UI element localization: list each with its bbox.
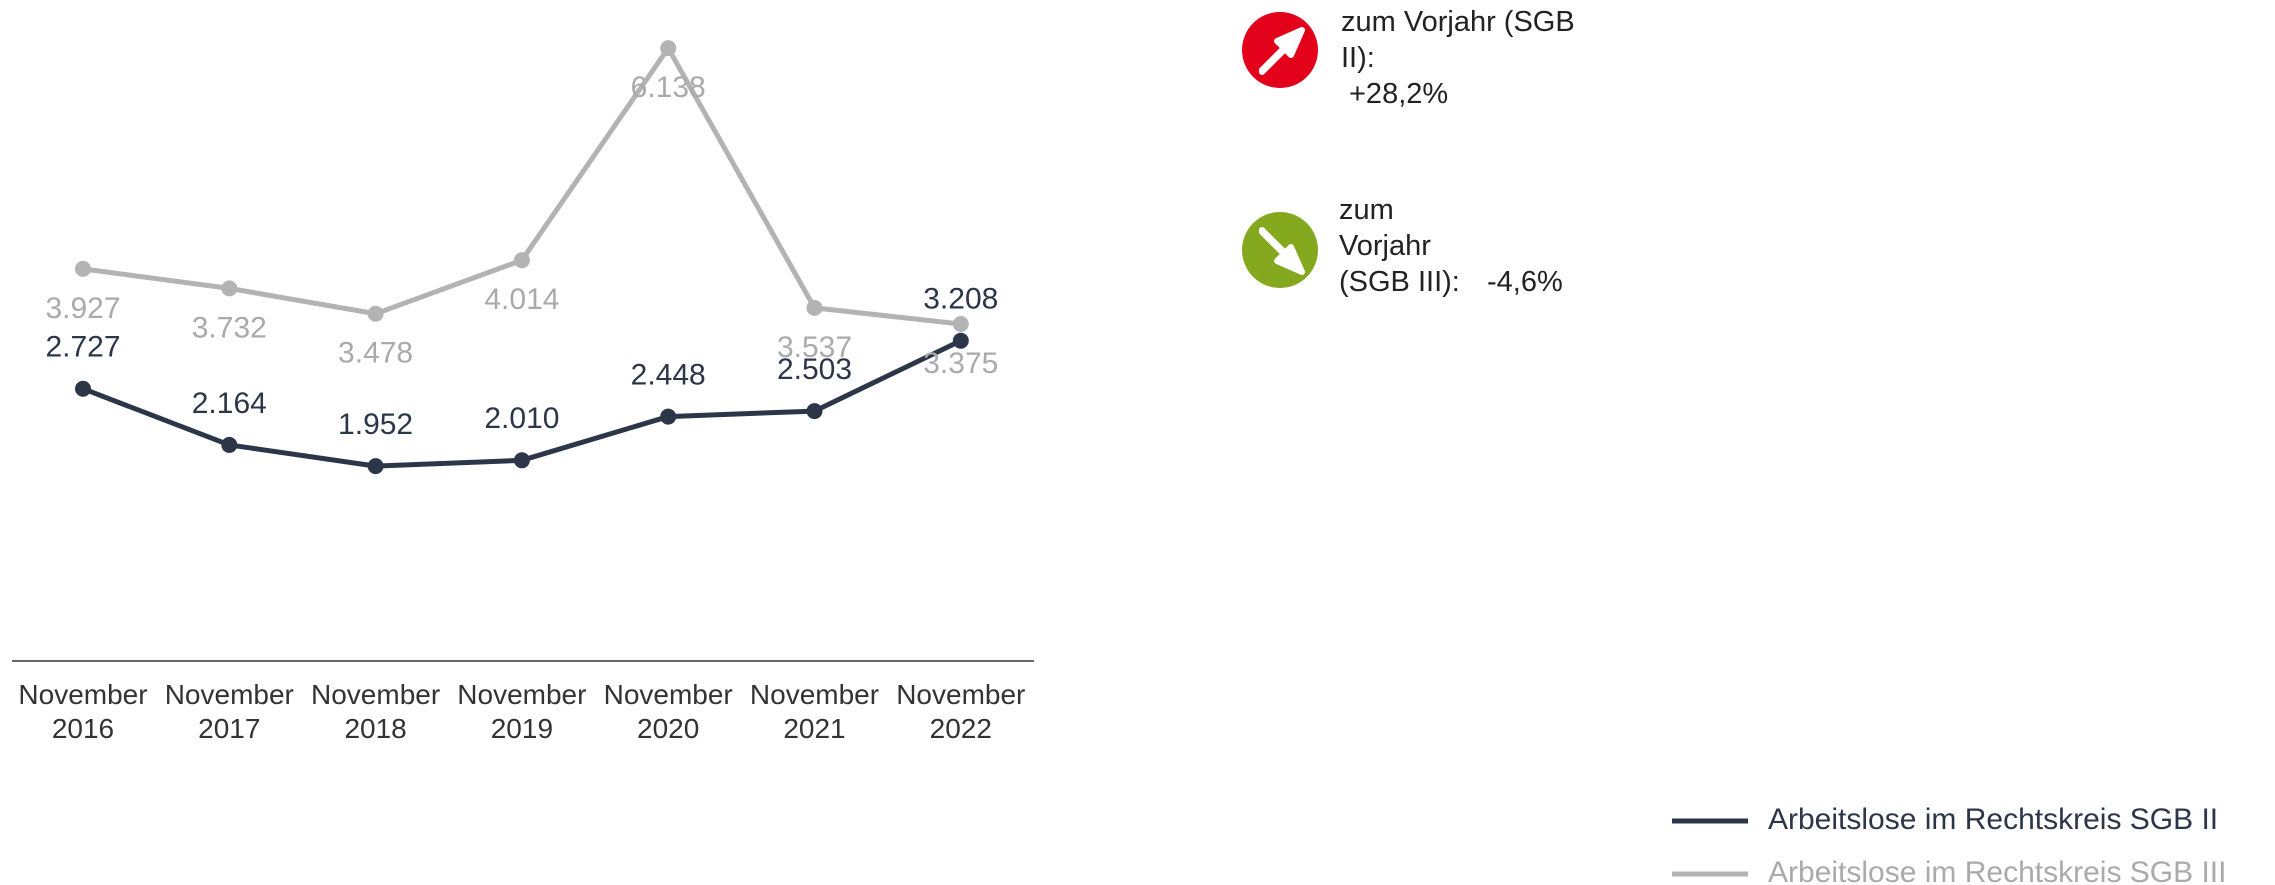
data-label: 2.727 bbox=[45, 331, 120, 364]
point bbox=[513, 252, 530, 269]
x-tick-label: November 2019 bbox=[457, 679, 587, 744]
data-label: 3.732 bbox=[192, 311, 267, 344]
x-tick-label: November 2016 bbox=[18, 679, 148, 744]
x-tick-label: November 2021 bbox=[749, 679, 880, 744]
point bbox=[806, 299, 823, 316]
annotation-label: zum Vorjahr (SGB II): bbox=[1341, 6, 1575, 74]
icon-up bbox=[1242, 12, 1318, 88]
data-label: 3.478 bbox=[338, 337, 413, 370]
point bbox=[221, 436, 238, 453]
data-label: 3.375 bbox=[923, 347, 998, 380]
legend-label: Arbeitslose im Rechtskreis SGB III bbox=[1768, 856, 2226, 885]
point bbox=[806, 403, 823, 420]
data-label: 2.164 bbox=[192, 387, 267, 420]
data-label: 2.010 bbox=[484, 402, 559, 435]
data-label: 2.448 bbox=[631, 358, 706, 391]
annotation-label: zum Vorjahr (SGB III): bbox=[1339, 194, 1460, 298]
icon-down bbox=[1242, 212, 1318, 288]
point bbox=[660, 408, 677, 425]
data-label: 2.503 bbox=[777, 353, 852, 386]
data-label: 4.014 bbox=[484, 283, 559, 316]
annotation-value: +28,2% bbox=[1349, 78, 1449, 110]
x-tick-label: November 2018 bbox=[311, 679, 441, 744]
x-tick-label: November 2017 bbox=[164, 679, 294, 744]
data-label: 6.138 bbox=[631, 71, 706, 104]
data-label: 3.537 bbox=[777, 331, 852, 364]
data-label: 3.927 bbox=[45, 292, 120, 325]
point bbox=[75, 260, 91, 277]
point bbox=[660, 40, 677, 57]
point bbox=[513, 452, 530, 469]
legend-label: Arbeitslose im Rechtskreis SGB II bbox=[1768, 803, 2218, 836]
point bbox=[75, 380, 91, 397]
annotation-value: -4,6% bbox=[1487, 266, 1563, 298]
annotation: zum Vorjahr (SGB III): -4,6% bbox=[1339, 192, 1639, 300]
x-tick-label: November 2022 bbox=[896, 679, 1026, 744]
point bbox=[367, 305, 384, 322]
data-label: 1.952 bbox=[338, 408, 413, 441]
point bbox=[221, 280, 238, 297]
point bbox=[952, 332, 969, 349]
data-label: 3.208 bbox=[923, 283, 998, 316]
x-tick-label: November 2020 bbox=[603, 679, 733, 744]
annotation: zum Vorjahr (SGB II): +28,2% bbox=[1341, 4, 1601, 112]
point bbox=[952, 316, 969, 333]
point bbox=[367, 458, 384, 475]
